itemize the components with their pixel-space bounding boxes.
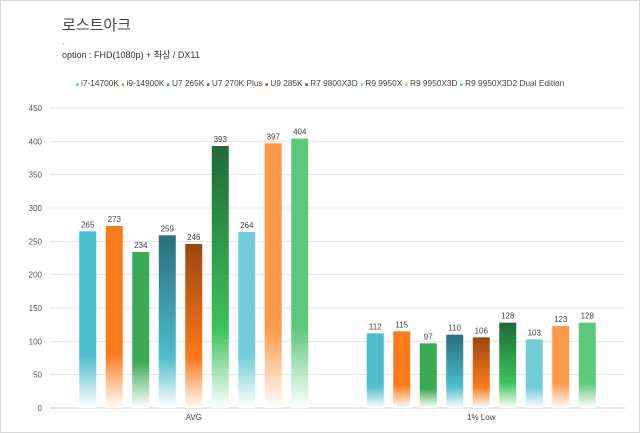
legend-marker: ■ — [360, 82, 363, 88]
data-label: 246 — [187, 233, 201, 242]
legend-entry: U9 285K — [268, 78, 305, 88]
data-label: 103 — [528, 328, 542, 337]
data-label: 397 — [267, 132, 281, 141]
data-label: 110 — [448, 324, 461, 333]
bar — [472, 337, 490, 408]
legend: ■ i7-14700K ■ i9-14900K ■ U7 265K ■ U7 2… — [76, 78, 565, 88]
bar — [366, 333, 384, 408]
y-tick-label: 450 — [29, 104, 43, 113]
legend-marker: ■ — [76, 82, 79, 88]
bar — [211, 146, 229, 408]
legend-marker: ■ — [265, 82, 268, 88]
x-tick-label: 1% Low — [467, 413, 496, 422]
bar — [419, 343, 437, 408]
bars: 265 273 234 259 246 393 264 397 404 AVG 112 115 97 11… — [79, 128, 596, 422]
chart-title: 로스트아크 — [62, 17, 132, 34]
bar — [238, 232, 256, 408]
legend-marker: ■ — [207, 82, 210, 88]
y-tick-label: 350 — [29, 171, 43, 180]
y-tick-label: 400 — [29, 137, 43, 146]
legend-marker: ■ — [167, 82, 170, 88]
legend-entry: i9-14900K — [124, 78, 166, 88]
bar — [525, 339, 543, 408]
data-label: 97 — [424, 332, 433, 341]
data-label: 234 — [134, 241, 148, 250]
data-label: 273 — [108, 215, 122, 224]
y-tick-label: 50 — [33, 371, 42, 380]
bar — [264, 143, 282, 409]
y-tick-label: 200 — [29, 271, 43, 280]
bar — [105, 226, 123, 408]
bar — [499, 322, 517, 408]
data-label: 404 — [293, 128, 307, 137]
chart-subtitle: option : FHD(1080p) + 최상 / DX11 — [62, 50, 200, 60]
bar — [552, 326, 570, 408]
data-label: 112 — [369, 322, 382, 331]
data-label: 115 — [395, 320, 408, 329]
legend-entry: U7 270K Plus — [210, 78, 265, 88]
data-label: 264 — [240, 221, 254, 230]
legend-marker: ■ — [405, 82, 408, 88]
bar — [291, 138, 309, 408]
bar — [393, 331, 411, 408]
bar — [79, 231, 97, 408]
data-label: 123 — [554, 315, 568, 324]
legend-entry: R9 9950X3D2 Dual Edition — [463, 78, 565, 88]
legend-marker: ■ — [460, 82, 463, 88]
bar — [446, 334, 464, 408]
legend-marker: ■ — [305, 82, 308, 88]
bar — [578, 322, 596, 408]
legend-text: ■ i7-14700K ■ i9-14900K ■ U7 265K ■ U7 2… — [76, 78, 565, 88]
data-label: 265 — [81, 220, 95, 229]
data-label: 128 — [581, 312, 595, 321]
legend-entry: R9 9950X3D — [408, 78, 460, 88]
legend-entry: R7 9800X3D — [308, 78, 360, 88]
data-label: 106 — [475, 326, 489, 335]
legend-marker: ■ — [121, 82, 124, 88]
bar — [185, 244, 203, 408]
legend-entry: U7 265K — [170, 78, 207, 88]
x-tick-label: AVG — [186, 413, 202, 422]
data-label: 393 — [214, 135, 228, 144]
data-label: 128 — [501, 312, 515, 321]
y-tick-label: 100 — [29, 337, 43, 346]
legend-entry: i7-14700K — [79, 78, 121, 88]
data-label: 259 — [161, 224, 175, 233]
bar — [158, 235, 176, 408]
separator-dot: - — [62, 39, 65, 48]
y-tick-label: 300 — [29, 204, 43, 213]
y-tick-label: 150 — [29, 304, 43, 313]
bar — [132, 252, 150, 408]
y-tick-label: 250 — [29, 237, 43, 246]
y-tick-label: 0 — [38, 404, 43, 413]
legend-entry: R9 9950X — [363, 78, 405, 88]
